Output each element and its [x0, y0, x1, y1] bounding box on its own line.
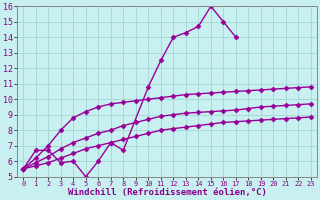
X-axis label: Windchill (Refroidissement éolien,°C): Windchill (Refroidissement éolien,°C): [68, 188, 267, 197]
